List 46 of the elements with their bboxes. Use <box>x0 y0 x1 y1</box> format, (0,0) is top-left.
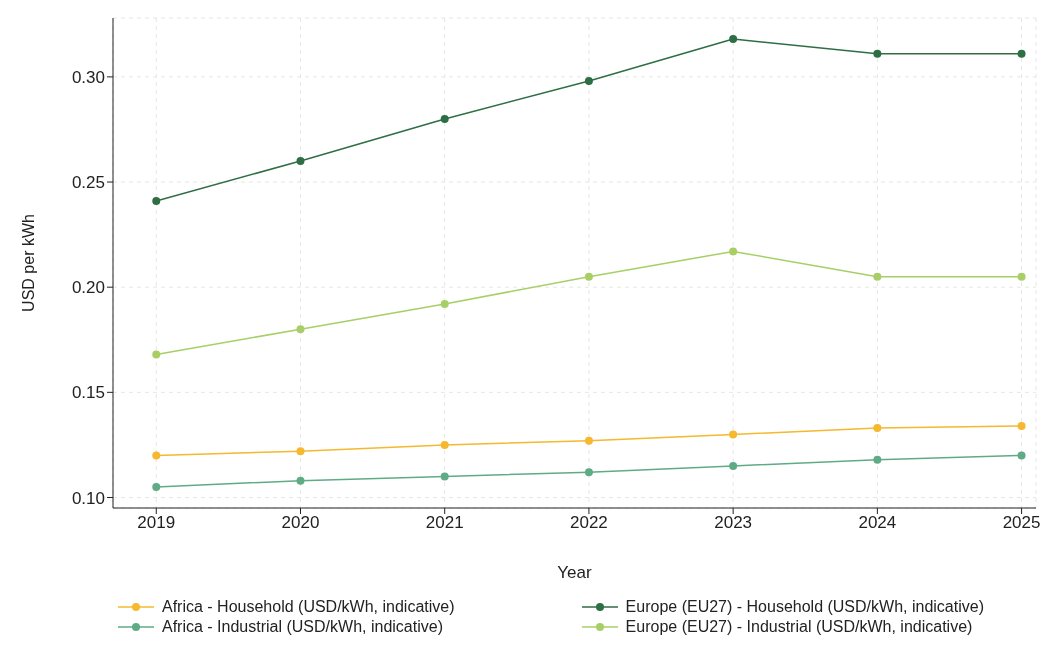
point <box>873 424 882 433</box>
point <box>584 77 593 86</box>
legend-label: Africa - Household (USD/kWh, indicative) <box>162 598 455 616</box>
point <box>1017 49 1026 58</box>
y-tick-label: 0.30 <box>71 67 105 87</box>
y-tick-label: 0.25 <box>71 173 105 193</box>
point <box>440 472 449 481</box>
y-tick-label: 0.10 <box>71 488 105 508</box>
x-axis-title: Year <box>557 563 593 582</box>
x-tick-label: 2023 <box>714 513 753 533</box>
x-tick-label: 2025 <box>1002 513 1041 533</box>
point <box>440 440 449 449</box>
point <box>729 430 738 439</box>
x-tick-label: 2024 <box>858 513 897 533</box>
point <box>584 272 593 281</box>
point <box>873 49 882 58</box>
point <box>873 455 882 464</box>
point <box>1017 272 1026 281</box>
y-axis-title: USD per kWh <box>19 214 37 312</box>
point <box>152 482 161 491</box>
legend-label: Africa - Industrial (USD/kWh, indicative) <box>162 618 443 636</box>
point <box>729 461 738 470</box>
x-tick-label: 2019 <box>137 513 176 533</box>
point <box>296 325 305 334</box>
legend-label: Europe (EU27) - Household (USD/kWh, indicative) <box>625 598 984 616</box>
point <box>873 272 882 281</box>
x-tick-label: 2022 <box>570 513 608 533</box>
y-tick-label: 0.15 <box>71 383 105 403</box>
point <box>729 247 738 256</box>
y-tick-label: 0.20 <box>71 278 105 298</box>
point <box>584 436 593 445</box>
x-tick-label: 2021 <box>425 513 464 533</box>
point <box>1017 421 1026 430</box>
point <box>584 468 593 477</box>
legend-label: Europe (EU27) - Industrial (USD/kWh, indicative) <box>625 618 973 636</box>
point <box>152 350 161 359</box>
point <box>440 300 449 309</box>
point <box>152 451 161 460</box>
point <box>729 35 738 44</box>
point <box>296 476 305 485</box>
point <box>296 447 305 456</box>
point <box>1017 451 1026 460</box>
point <box>152 196 161 205</box>
x-tick-label: 2020 <box>281 513 320 533</box>
point <box>440 114 449 123</box>
point <box>296 157 305 165</box>
